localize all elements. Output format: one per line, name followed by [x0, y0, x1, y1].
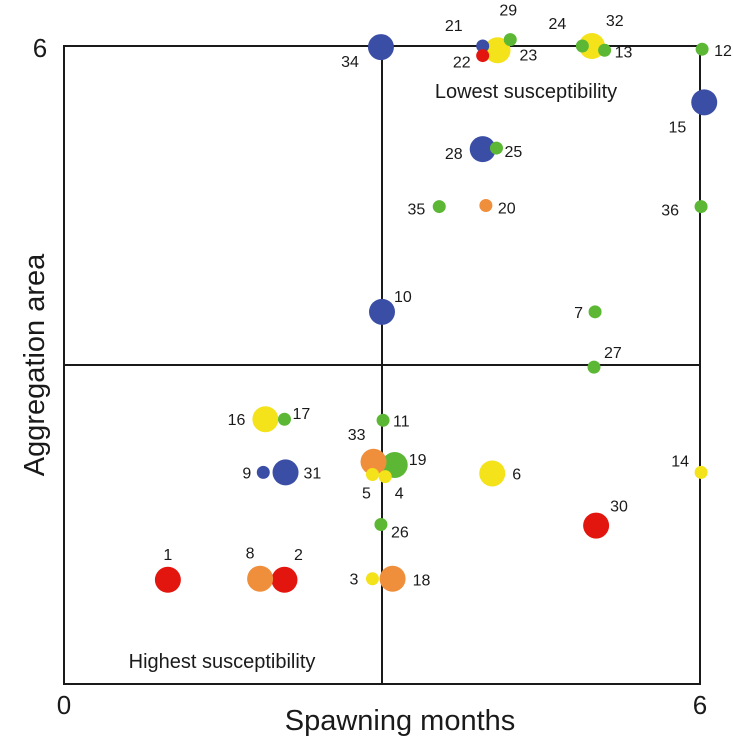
data-point-23	[484, 37, 511, 64]
data-points	[154, 33, 718, 593]
data-point-9	[256, 465, 270, 479]
y-axis-label: Aggregation area	[19, 253, 51, 476]
point-label-9: 9	[242, 465, 251, 482]
data-point-24	[575, 39, 589, 53]
annotation-highest-susceptibility: Highest susceptibility	[129, 651, 316, 673]
point-label-22: 22	[453, 55, 471, 72]
point-label-32: 32	[606, 13, 624, 30]
point-label-25: 25	[504, 144, 522, 161]
data-point-7	[588, 305, 602, 319]
point-label-36: 36	[661, 203, 679, 220]
point-label-15: 15	[668, 119, 686, 136]
point-label-7: 7	[574, 305, 583, 322]
data-point-27	[587, 360, 601, 374]
x-axis-label: Spawning months	[285, 705, 516, 737]
data-point-11	[376, 413, 390, 427]
point-label-10: 10	[394, 289, 412, 306]
point-label-30: 30	[610, 499, 628, 516]
data-point-16	[252, 406, 279, 433]
data-point-1	[154, 566, 181, 593]
annotation-lowest-susceptibility: Lowest susceptibility	[435, 81, 617, 103]
data-point-6	[479, 460, 506, 487]
point-label-17: 17	[292, 406, 310, 423]
data-point-12	[695, 42, 709, 56]
point-label-13: 13	[615, 44, 633, 61]
point-label-16: 16	[228, 412, 246, 429]
data-point-36	[694, 200, 708, 214]
data-point-26	[374, 518, 388, 531]
data-point-17	[277, 412, 291, 426]
point-label-20: 20	[498, 201, 516, 218]
data-point-5	[365, 468, 379, 482]
point-label-12: 12	[714, 43, 732, 60]
point-label-8: 8	[246, 546, 255, 563]
point-label-34: 34	[341, 54, 359, 71]
x-tick-label-min: 0	[57, 690, 71, 720]
data-point-21	[476, 39, 490, 53]
point-label-31: 31	[304, 465, 322, 482]
point-label-29: 29	[499, 3, 517, 20]
point-label-11: 11	[393, 413, 410, 430]
x-tick-label-max: 6	[693, 690, 707, 720]
point-label-2: 2	[294, 547, 303, 564]
point-label-26: 26	[391, 525, 409, 542]
data-point-15	[691, 89, 718, 116]
data-point-4	[378, 470, 392, 484]
data-point-33	[360, 448, 387, 475]
data-point-3	[365, 572, 379, 586]
point-label-6: 6	[512, 466, 521, 483]
data-point-2	[271, 566, 298, 593]
point-label-23: 23	[520, 47, 538, 64]
data-point-32	[578, 33, 605, 59]
data-point-22	[476, 49, 490, 63]
data-point-28	[469, 136, 496, 163]
point-label-18: 18	[413, 573, 431, 590]
point-label-3: 3	[350, 572, 359, 589]
y-tick-label-max: 6	[33, 33, 47, 63]
point-label-33: 33	[348, 427, 366, 444]
data-point-25	[489, 141, 503, 155]
point-label-27: 27	[604, 345, 622, 362]
point-label-19: 19	[409, 452, 427, 469]
data-point-30	[583, 512, 610, 539]
data-point-13	[598, 43, 612, 57]
data-point-10	[369, 298, 395, 325]
data-point-34	[367, 34, 394, 61]
data-point-31	[272, 459, 299, 486]
point-label-1: 1	[163, 547, 172, 564]
point-label-5: 5	[362, 486, 371, 503]
data-point-14	[694, 465, 708, 479]
point-label-28: 28	[445, 146, 463, 163]
data-point-8	[247, 565, 274, 592]
point-label-4: 4	[395, 486, 404, 503]
data-point-29	[503, 33, 517, 47]
point-label-24: 24	[549, 16, 567, 33]
point-label-14: 14	[671, 453, 689, 470]
point-label-35: 35	[407, 202, 425, 219]
data-point-35	[432, 200, 446, 214]
data-point-18	[379, 565, 406, 592]
data-point-20	[479, 199, 493, 212]
point-label-21: 21	[445, 18, 463, 35]
